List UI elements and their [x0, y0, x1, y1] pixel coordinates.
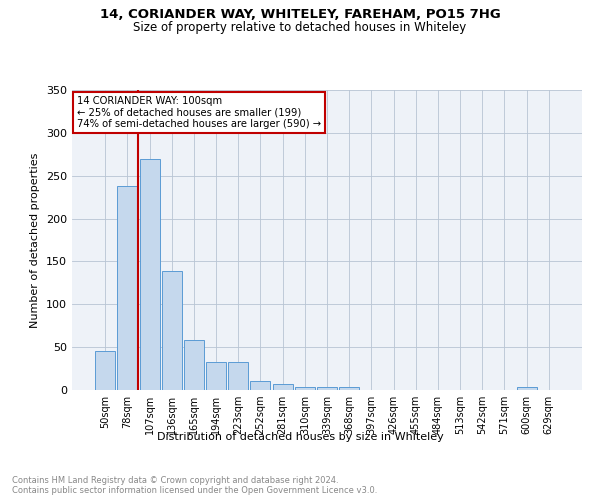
- Bar: [140, 160, 160, 390]
- Text: 14 CORIANDER WAY: 100sqm
← 25% of detached houses are smaller (199)
74% of semi-: 14 CORIANDER WAY: 100sqm ← 25% of detach…: [77, 96, 321, 129]
- Text: Contains HM Land Registry data © Crown copyright and database right 2024.
Contai: Contains HM Land Registry data © Crown c…: [12, 476, 377, 495]
- Bar: [250, 382, 271, 390]
- Bar: [339, 386, 359, 390]
- Bar: [162, 271, 182, 390]
- Bar: [206, 362, 226, 390]
- Text: 14, CORIANDER WAY, WHITELEY, FAREHAM, PO15 7HG: 14, CORIANDER WAY, WHITELEY, FAREHAM, PO…: [100, 8, 500, 20]
- Bar: [317, 386, 337, 390]
- Bar: [228, 362, 248, 390]
- Bar: [184, 340, 204, 390]
- Bar: [118, 186, 137, 390]
- Text: Distribution of detached houses by size in Whiteley: Distribution of detached houses by size …: [157, 432, 443, 442]
- Y-axis label: Number of detached properties: Number of detached properties: [31, 152, 40, 328]
- Text: Size of property relative to detached houses in Whiteley: Size of property relative to detached ho…: [133, 21, 467, 34]
- Bar: [517, 388, 536, 390]
- Bar: [295, 388, 315, 390]
- Bar: [95, 350, 115, 390]
- Bar: [272, 384, 293, 390]
